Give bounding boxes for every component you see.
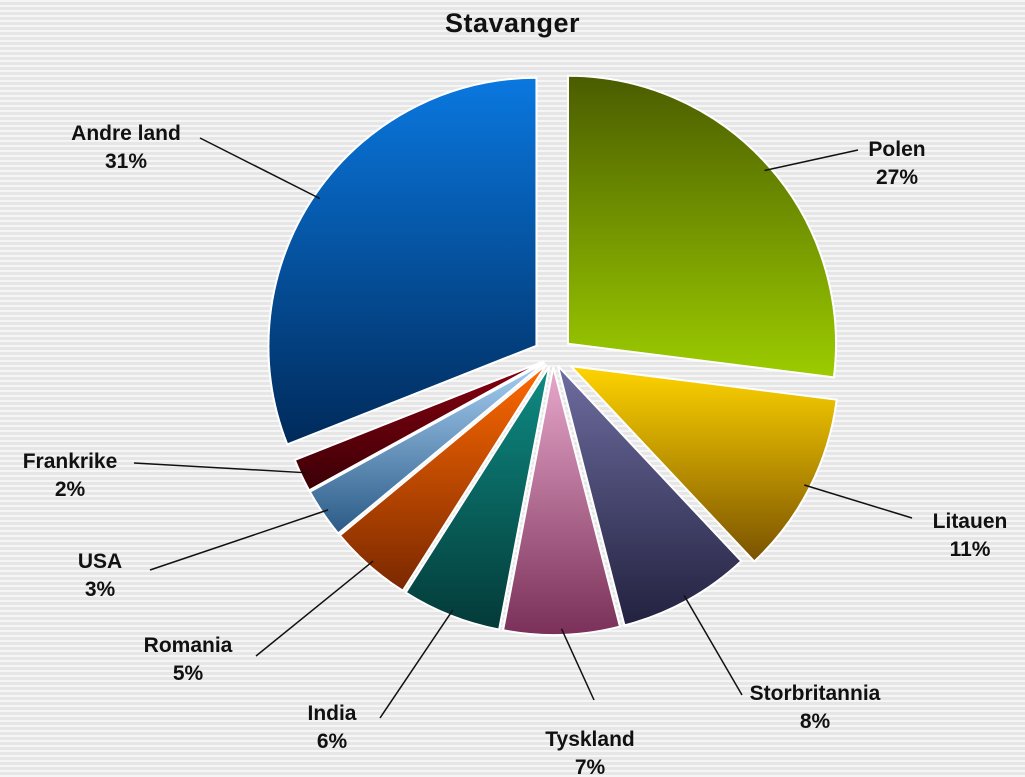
chart-title: Stavanger	[444, 8, 581, 38]
slice-label-india: India	[307, 702, 356, 725]
leader-line-usa	[149, 509, 329, 571]
slice-label-storbritannia: Storbritannia	[750, 682, 881, 705]
pie-slice-romania	[338, 363, 548, 593]
leader-line-litauen	[804, 484, 913, 519]
leader-line-tyskland	[560, 628, 595, 701]
slice-label-frankrike: Frankrike	[23, 450, 118, 473]
slice-label-usa: USA	[78, 550, 122, 573]
pie-slice-polen	[567, 74, 837, 379]
pie-slice-andre-land	[267, 76, 538, 446]
slice-value-litauen: 11%	[950, 538, 991, 561]
slice-value-tyskland: 7%	[575, 756, 606, 777]
pie-slice-litauen	[568, 364, 838, 563]
leader-line-india	[379, 609, 454, 719]
leader-line-storbritannia	[683, 594, 743, 696]
leader-line-polen	[764, 149, 859, 172]
leader-line-frankrike	[133, 462, 307, 474]
slice-value-frankrike: 2%	[55, 478, 86, 501]
slice-label-tyskland: Tyskland	[545, 728, 634, 751]
pie-slice-usa	[308, 361, 546, 535]
slice-value-polen: 27%	[876, 166, 918, 189]
slice-label-polen: Polen	[868, 138, 925, 161]
pie-slice-india	[404, 365, 551, 631]
slice-label-andre-land: Andre land	[71, 122, 181, 145]
slice-label-romania: Romania	[144, 634, 233, 657]
slice-value-storbritannia: 8%	[800, 710, 831, 733]
pie-slice-frankrike	[293, 360, 545, 492]
slice-label-litauen: Litauen	[933, 510, 1008, 533]
slice-value-andre-land: 31%	[105, 150, 147, 173]
slice-value-usa: 3%	[85, 578, 116, 601]
slice-value-india: 6%	[317, 730, 348, 753]
pie-slice-tyskland	[501, 366, 622, 636]
leader-line-andre-land	[199, 137, 321, 200]
leader-line-romania	[255, 560, 374, 657]
slice-value-romania: 5%	[173, 662, 204, 685]
